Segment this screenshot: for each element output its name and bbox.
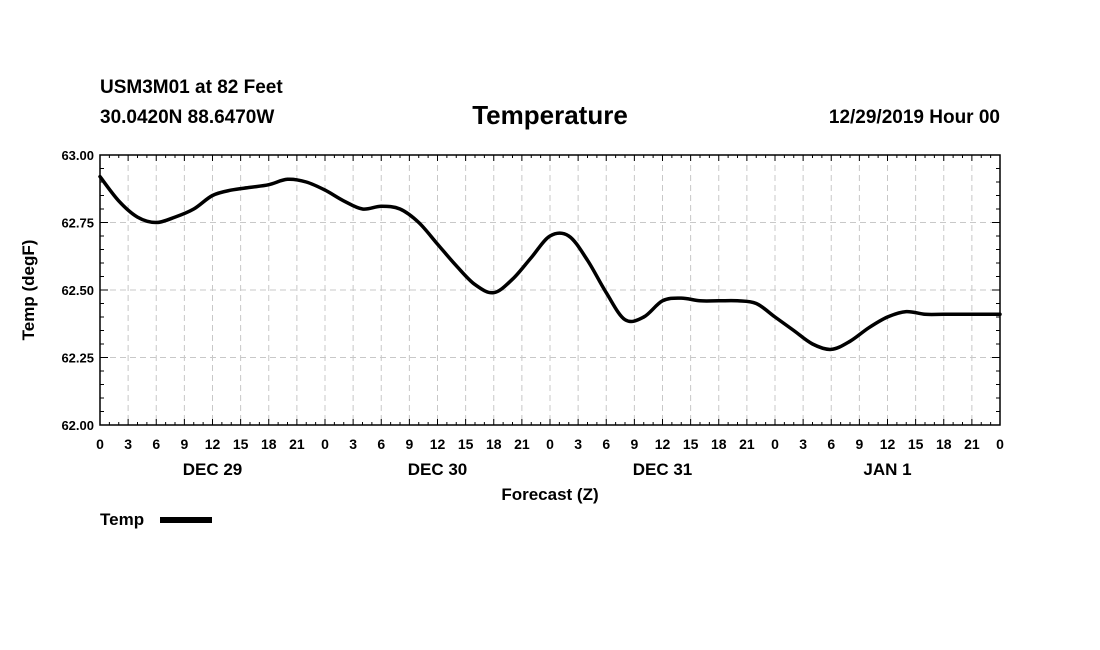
x-tick-label: 6 <box>602 436 610 452</box>
forecast-datetime: 12/29/2019 Hour 00 <box>828 107 1000 128</box>
day-label: DEC 30 <box>408 460 468 479</box>
y-axis-title: Temp (degF) <box>19 240 38 341</box>
x-tick-label: 12 <box>205 436 221 452</box>
x-tick-label: 9 <box>180 436 188 452</box>
x-tick-label: 15 <box>233 436 249 452</box>
x-tick-label: 21 <box>964 436 980 452</box>
y-tick-label: 62.75 <box>61 216 94 231</box>
station-label: USM3M01 at 82 Feet <box>100 77 283 98</box>
axis-ticks <box>99 154 1001 426</box>
x-tick-label: 21 <box>739 436 755 452</box>
x-tick-label: 18 <box>936 436 952 452</box>
legend-label-temp: Temp <box>100 510 144 529</box>
coordinates-label: 30.0420N 88.6470W <box>100 107 275 128</box>
y-tick-label: 62.50 <box>61 283 94 298</box>
x-tick-label: 0 <box>546 436 554 452</box>
x-tick-label: 6 <box>827 436 835 452</box>
x-tick-label: 0 <box>321 436 329 452</box>
x-tick-label: 21 <box>514 436 530 452</box>
x-tick-label: 3 <box>799 436 807 452</box>
x-tick-label: 3 <box>124 436 132 452</box>
x-tick-label: 9 <box>630 436 638 452</box>
x-tick-label: 12 <box>655 436 671 452</box>
axis-labels: 62.00 62.25 62.50 62.75 63.00 0 3 6 9 12 15 18 21 0 3 6… <box>61 148 1004 479</box>
x-tick-label: 9 <box>855 436 863 452</box>
x-tick-label: 21 <box>289 436 305 452</box>
x-tick-label: 0 <box>771 436 779 452</box>
y-tick-label: 62.25 <box>61 351 94 366</box>
y-tick-label: 63.00 <box>61 148 94 163</box>
day-label: JAN 1 <box>863 460 911 479</box>
x-tick-label: 3 <box>574 436 582 452</box>
x-tick-label: 18 <box>486 436 502 452</box>
series-line-temp <box>98 174 1002 352</box>
x-tick-label: 9 <box>405 436 413 452</box>
x-tick-label: 18 <box>711 436 727 452</box>
x-tick-label: 18 <box>261 436 277 452</box>
x-tick-label: 15 <box>908 436 924 452</box>
x-tick-label: 15 <box>458 436 474 452</box>
x-tick-label: 15 <box>683 436 699 452</box>
x-tick-label: 12 <box>880 436 896 452</box>
x-tick-label: 0 <box>96 436 104 452</box>
x-tick-label: 6 <box>152 436 160 452</box>
x-tick-label: 3 <box>349 436 357 452</box>
chart-title: Temperature <box>472 100 628 130</box>
x-tick-label: 0 <box>996 436 1004 452</box>
grid-lines <box>100 155 1000 425</box>
day-label: DEC 31 <box>633 460 693 479</box>
x-tick-label: 6 <box>377 436 385 452</box>
x-tick-label: 12 <box>430 436 446 452</box>
y-tick-label: 62.00 <box>61 418 94 433</box>
x-axis-title: Forecast (Z) <box>501 485 598 504</box>
day-label: DEC 29 <box>183 460 243 479</box>
